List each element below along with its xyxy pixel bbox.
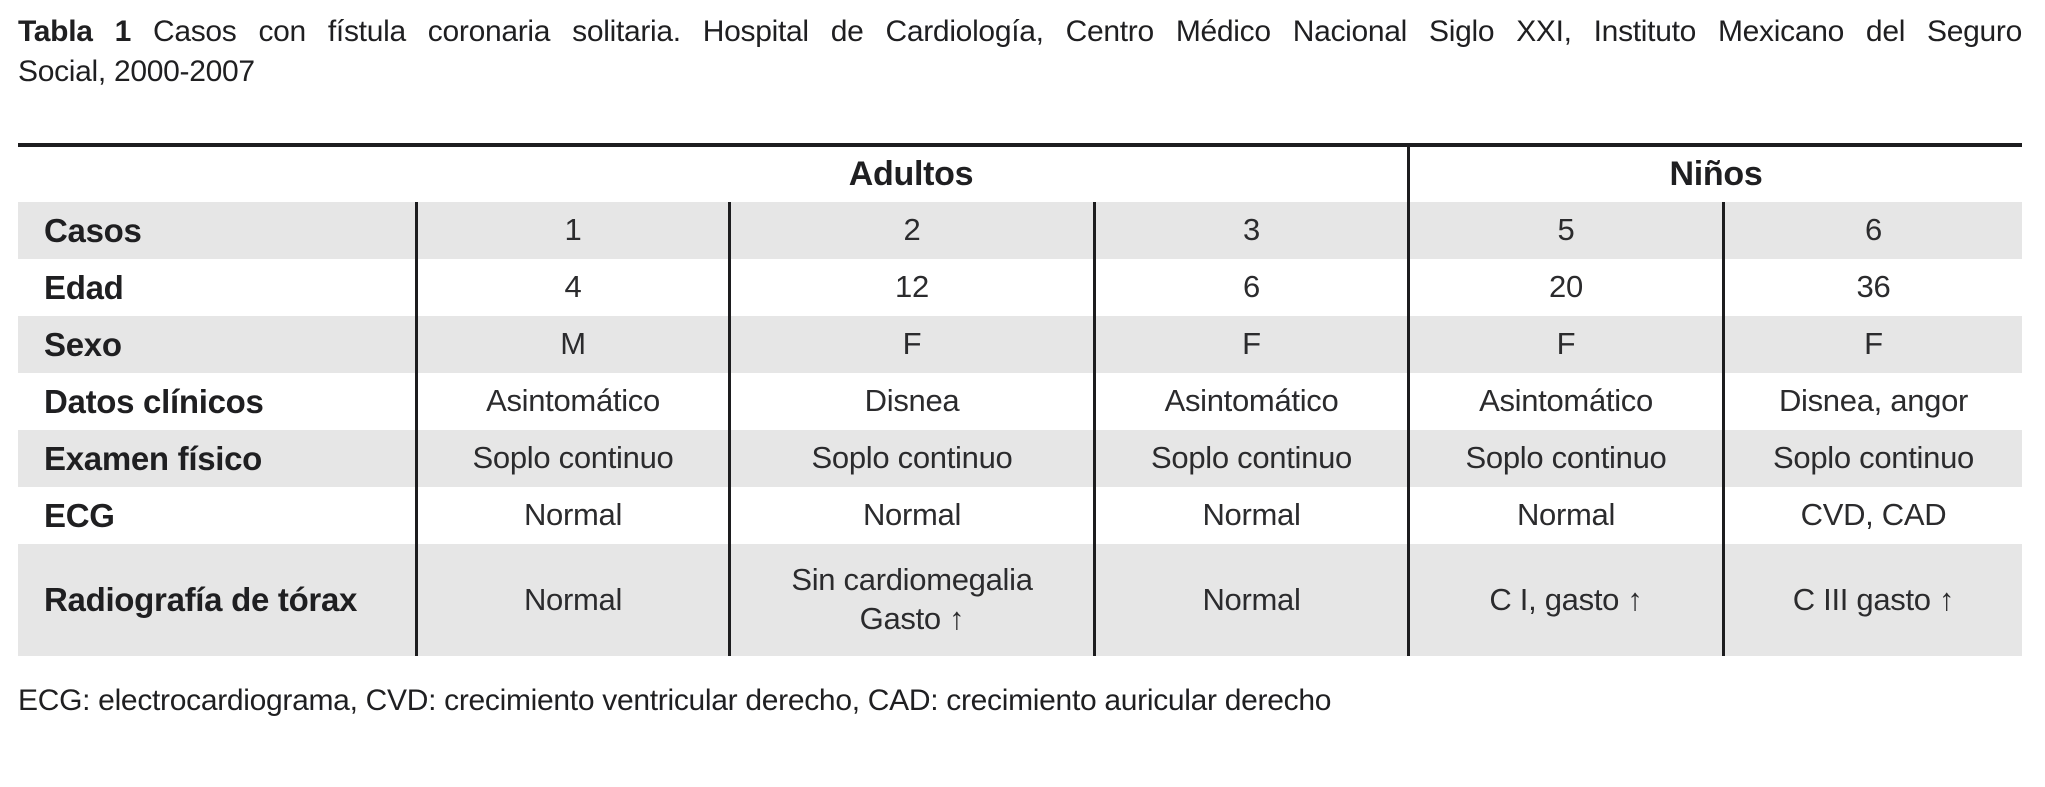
table-cell: Normal: [728, 487, 1093, 544]
table-cell: Disnea: [728, 373, 1093, 430]
table-cell: 4: [415, 259, 728, 316]
table-cell: 1: [415, 202, 728, 259]
row-label: ECG: [44, 496, 115, 534]
table-cell: Soplo continuo: [728, 430, 1093, 487]
table-cell: Asintomático: [1093, 373, 1407, 430]
table-cell: M: [415, 316, 728, 373]
table-cell: Normal: [415, 487, 728, 544]
table-row-ecg: ECG Normal Normal Normal Normal CVD, CAD: [18, 487, 2022, 544]
row-label: Sexo: [44, 325, 122, 363]
table-cell: 36: [1722, 259, 2022, 316]
table-cell: Disnea, angor: [1722, 373, 2022, 430]
table-cell: 12: [728, 259, 1093, 316]
table-cell: Normal: [1093, 487, 1407, 544]
header-spacer: [18, 147, 415, 202]
table-cell: Asintomático: [1407, 373, 1722, 430]
row-label: Edad: [44, 268, 124, 306]
caption-line-1: Tabla 1 Casos con fístula coronaria soli…: [18, 12, 2022, 52]
caption-text: Casos con fístula coronaria solitaria. H…: [152, 15, 2022, 48]
table-row-radiografia-torax: Radiografía de tórax Normal Sin cardiome…: [18, 544, 2022, 656]
table-cell: C III gasto ↑: [1722, 544, 2022, 656]
table-cell: Soplo continuo: [415, 430, 728, 487]
table-cell: F: [1093, 316, 1407, 373]
table-cell: Normal: [1407, 487, 1722, 544]
table-cell: Soplo continuo: [1407, 430, 1722, 487]
row-label: Radiografía de tórax: [44, 581, 358, 618]
table-cell: Soplo continuo: [1093, 430, 1407, 487]
table-row-casos: Casos 1 2 3 5 6: [18, 202, 2022, 259]
table-cell: CVD, CAD: [1722, 487, 2022, 544]
table-row-examen-fisico: Examen físico Soplo continuo Soplo conti…: [18, 430, 2022, 487]
table-cell: 20: [1407, 259, 1722, 316]
table-group-header-row: Adultos Niños: [18, 147, 2022, 202]
table-row-edad: Edad 4 12 6 20 36: [18, 259, 2022, 316]
table-footnote: ECG: electrocardiograma, CVD: crecimient…: [18, 684, 1332, 717]
table-cell: 3: [1093, 202, 1407, 259]
table-cell: 2: [728, 202, 1093, 259]
caption-line-2: Social, 2000-2007: [18, 55, 255, 88]
data-table: Adultos Niños Casos 1 2 3 5 6 Edad 4 12 …: [18, 143, 2022, 656]
table-cell: Normal: [1093, 544, 1407, 656]
table-cell: Sin cardiomegalia Gasto ↑: [728, 544, 1093, 656]
table-cell: F: [728, 316, 1093, 373]
column-group-ninos: Niños: [1407, 147, 2022, 202]
table-cell: Asintomático: [415, 373, 728, 430]
row-label: Examen físico: [44, 439, 263, 477]
row-label: Datos clínicos: [44, 382, 264, 420]
row-label: Casos: [44, 211, 142, 249]
table-caption: Tabla 1 Casos con fístula coronaria soli…: [18, 12, 2022, 92]
table-cell: 6: [1093, 259, 1407, 316]
table-cell: C I, gasto ↑: [1407, 544, 1722, 656]
table-cell: Soplo continuo: [1722, 430, 2022, 487]
column-group-adultos: Adultos: [848, 155, 974, 193]
table-cell: 5: [1407, 202, 1722, 259]
table-cell: 6: [1722, 202, 2022, 259]
table-row-sexo: Sexo M F F F F: [18, 316, 2022, 373]
table-cell: Normal: [415, 544, 728, 656]
table-row-datos-clinicos: Datos clínicos Asintomático Disnea Asint…: [18, 373, 2022, 430]
table-cell: F: [1407, 316, 1722, 373]
table-number-label: Tabla 1: [18, 15, 131, 48]
table-cell: F: [1722, 316, 2022, 373]
